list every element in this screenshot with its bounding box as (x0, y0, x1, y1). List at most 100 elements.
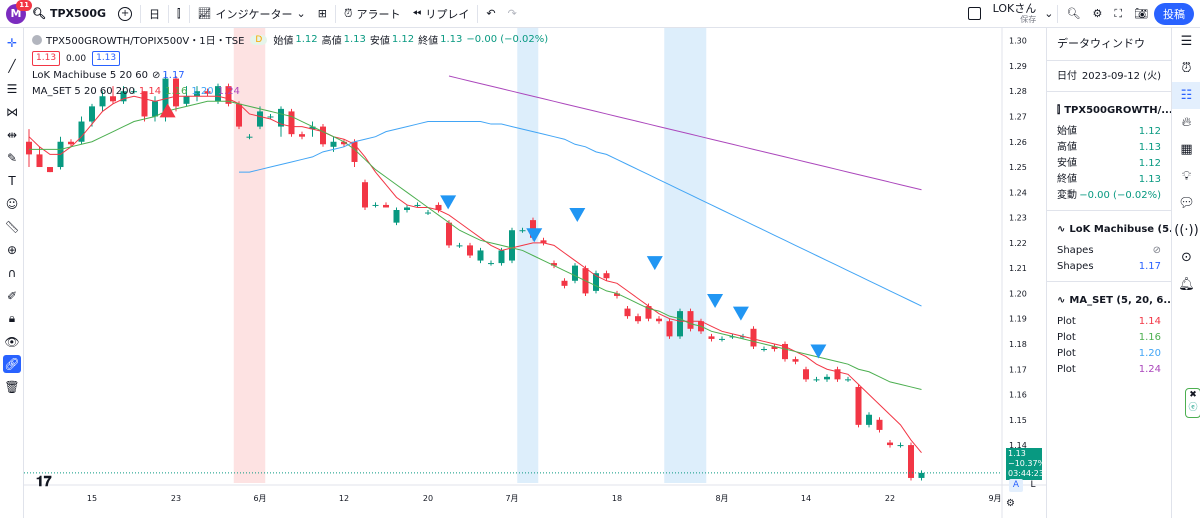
indicator-legend-2[interactable]: MA_SET 5 20 60 200 1.14 1.16 1.20 1.24 (32, 86, 240, 97)
tradingview-logo[interactable]: 𝟏𝟕 (36, 474, 52, 490)
candle-body (782, 343, 788, 360)
eye-icon[interactable]: 👁︎ (4, 334, 20, 349)
interval-button[interactable]: 日 (149, 7, 161, 21)
candle-body (162, 78, 169, 117)
ruler-icon[interactable]: 📏︎ (4, 219, 20, 234)
indicator-legend-1[interactable]: LoK Machibuse 5 20 60 ⊘ 1.17 (32, 70, 185, 81)
link-icon[interactable]: 🔗︎ (3, 355, 21, 373)
crosshair-icon[interactable]: ✛ (6, 35, 18, 50)
price-chart[interactable]: 1.30 1.29 1.28 1.27 1.26 1.25 1.24 1.23 1.22 1.21… (24, 28, 1046, 518)
replay-button[interactable]: ⏪︎ リプレイ (412, 6, 470, 21)
brush-icon[interactable]: ✎ (6, 150, 18, 165)
lock-icon[interactable]: 🔒︎ (8, 311, 16, 325)
ideas-icon[interactable]: 💡︎ (1181, 169, 1192, 184)
time-tick-label: 20 (423, 494, 433, 503)
ohlc-row: 終値 1.13 (1047, 172, 1171, 188)
calendar-icon[interactable]: ▦ (1180, 142, 1193, 157)
indicator-1-value: 1.17 (1138, 261, 1161, 272)
chart-type-button[interactable]: ⫿ (171, 0, 187, 28)
fib-icon[interactable]: ☰ (6, 81, 18, 96)
watchlist-icon[interactable]: ☰ (1180, 34, 1193, 49)
indicators-icon: 📈︎ (197, 7, 212, 20)
undo-button[interactable]: ↶ (480, 0, 501, 28)
candle-body (120, 91, 127, 102)
data-window-icon[interactable]: ☷ (1172, 82, 1200, 109)
symbol-search[interactable]: 🔍︎ TPX500G (32, 7, 107, 20)
wave-icon: ∿ (1057, 224, 1066, 235)
candle-body (309, 126, 316, 130)
text-icon[interactable]: T (8, 173, 16, 188)
alert-button[interactable]: ⏰︎ アラート (343, 6, 401, 21)
indicator-2-label: Plot (1057, 332, 1076, 343)
hotlist-icon[interactable]: 🔥︎ (1181, 115, 1192, 130)
candle-body (383, 204, 389, 208)
legend-close: 1.13 (440, 34, 463, 45)
trash-icon[interactable]: 🗑︎ (4, 379, 20, 394)
time-tick-label: 9月 (988, 494, 1001, 503)
time-axis-settings-icon[interactable]: ⚙ (1006, 498, 1015, 509)
snapshot-button[interactable]: 📷︎ (1128, 0, 1154, 28)
alerts-icon[interactable]: ⏰︎ (1181, 61, 1192, 76)
user-menu-chevron[interactable]: ⌄ (1042, 0, 1055, 28)
pattern-icon[interactable]: ⋈ (6, 104, 18, 119)
ask-price[interactable]: 1.13 (92, 51, 121, 66)
sell-signal-marker (707, 294, 724, 308)
redo-button[interactable]: ↷ (502, 0, 523, 28)
symbol-section[interactable]: ⫿ TPX500GROWTH/... (1057, 105, 1171, 116)
scale-auto-button[interactable]: A (1009, 479, 1023, 492)
prediction-icon[interactable]: ⇹ (6, 127, 18, 142)
candle-body (78, 121, 85, 142)
extension-icon[interactable]: ⓔ (1188, 403, 1198, 413)
close-icon[interactable]: ✖ (1189, 390, 1197, 400)
indicator-section-2[interactable]: ∿ MA_SET (5, 20, 6... (1057, 295, 1171, 306)
broadcast-icon[interactable]: ((·)) (1174, 223, 1199, 238)
candle-body (89, 106, 95, 122)
trend-line-icon[interactable]: ╱ (8, 58, 16, 73)
price-tick-label: 1.23 (1009, 214, 1027, 223)
time-tick-label: 8月 (715, 494, 728, 503)
wave-icon: ∿ (1057, 295, 1066, 306)
candle-body (393, 210, 400, 223)
quick-search-button[interactable]: 🔍︎ (1060, 0, 1086, 28)
chat-icon[interactable]: 💬︎ (1178, 196, 1195, 211)
legend-high: 1.13 (343, 34, 366, 45)
scale-log-button[interactable]: L (1030, 480, 1036, 490)
ohlc-label: 安値 (1057, 158, 1077, 169)
ohlc-value: −0.00 (−0.02%) (1079, 190, 1161, 201)
indicator-1-label: Shapes (1057, 245, 1094, 256)
layout-toggle[interactable] (962, 0, 987, 28)
lock-pen-icon[interactable]: ✐ (6, 288, 18, 303)
notifications-icon[interactable]: 🔔︎ (1178, 277, 1195, 292)
candles-icon: ⫿ (177, 6, 181, 20)
legend-title[interactable]: TPX500GROWTH/TOPIX500V・1日・TSE (46, 36, 245, 47)
candle-body (761, 349, 767, 351)
user-menu[interactable]: LOKさん 保存 (992, 1, 1037, 24)
publish-button[interactable]: 投稿 (1154, 2, 1194, 25)
chart-area[interactable]: 1.30 1.29 1.28 1.27 1.26 1.25 1.24 1.23 1.22 1.21… (24, 28, 1046, 518)
magnet-icon[interactable]: ∩ (7, 265, 17, 280)
extension-widget[interactable]: ✖ ⓔ (1185, 388, 1200, 418)
price-tick-label: 1.14 (1009, 441, 1027, 450)
compare-button[interactable]: + (112, 0, 138, 28)
top-toolbar: M 11 🔍︎ TPX500G + 日 ⫿ 📈︎ インジケーター ⌄ ⊞ ⏰︎ アラート … (0, 0, 1200, 28)
fullscreen-button[interactable]: ⛶ (1108, 0, 1128, 28)
stream-icon[interactable]: ⊙ (1181, 250, 1192, 265)
layout-templates-button[interactable]: ⊞ (312, 0, 333, 28)
bid-price[interactable]: 1.13 (32, 51, 61, 66)
sell-signal-marker (569, 208, 586, 223)
indicator-1-row: Shapes ⊘ (1047, 243, 1171, 259)
candles-icon: ⫿ (1057, 105, 1061, 116)
user-avatar[interactable]: M 11 (6, 0, 32, 24)
emoji-icon[interactable]: ☺ (5, 196, 19, 211)
candle-body (131, 91, 137, 93)
moving-average-line (448, 75, 922, 191)
indicator-2-row: Plot 1.14 (1047, 314, 1171, 330)
zoom-icon[interactable]: ⊕ (6, 242, 18, 257)
camera-icon: 📷︎ (1134, 7, 1148, 20)
indicator-section-1[interactable]: ∿ LoK Machibuse (5... (1057, 224, 1171, 235)
candle-body (68, 141, 74, 145)
ohlc-row: 始値 1.12 (1047, 124, 1171, 140)
settings-button[interactable]: ⚙ (1086, 0, 1108, 28)
candle-body (99, 96, 106, 107)
indicators-button[interactable]: 📈︎ インジケーター ⌄ (197, 7, 306, 21)
